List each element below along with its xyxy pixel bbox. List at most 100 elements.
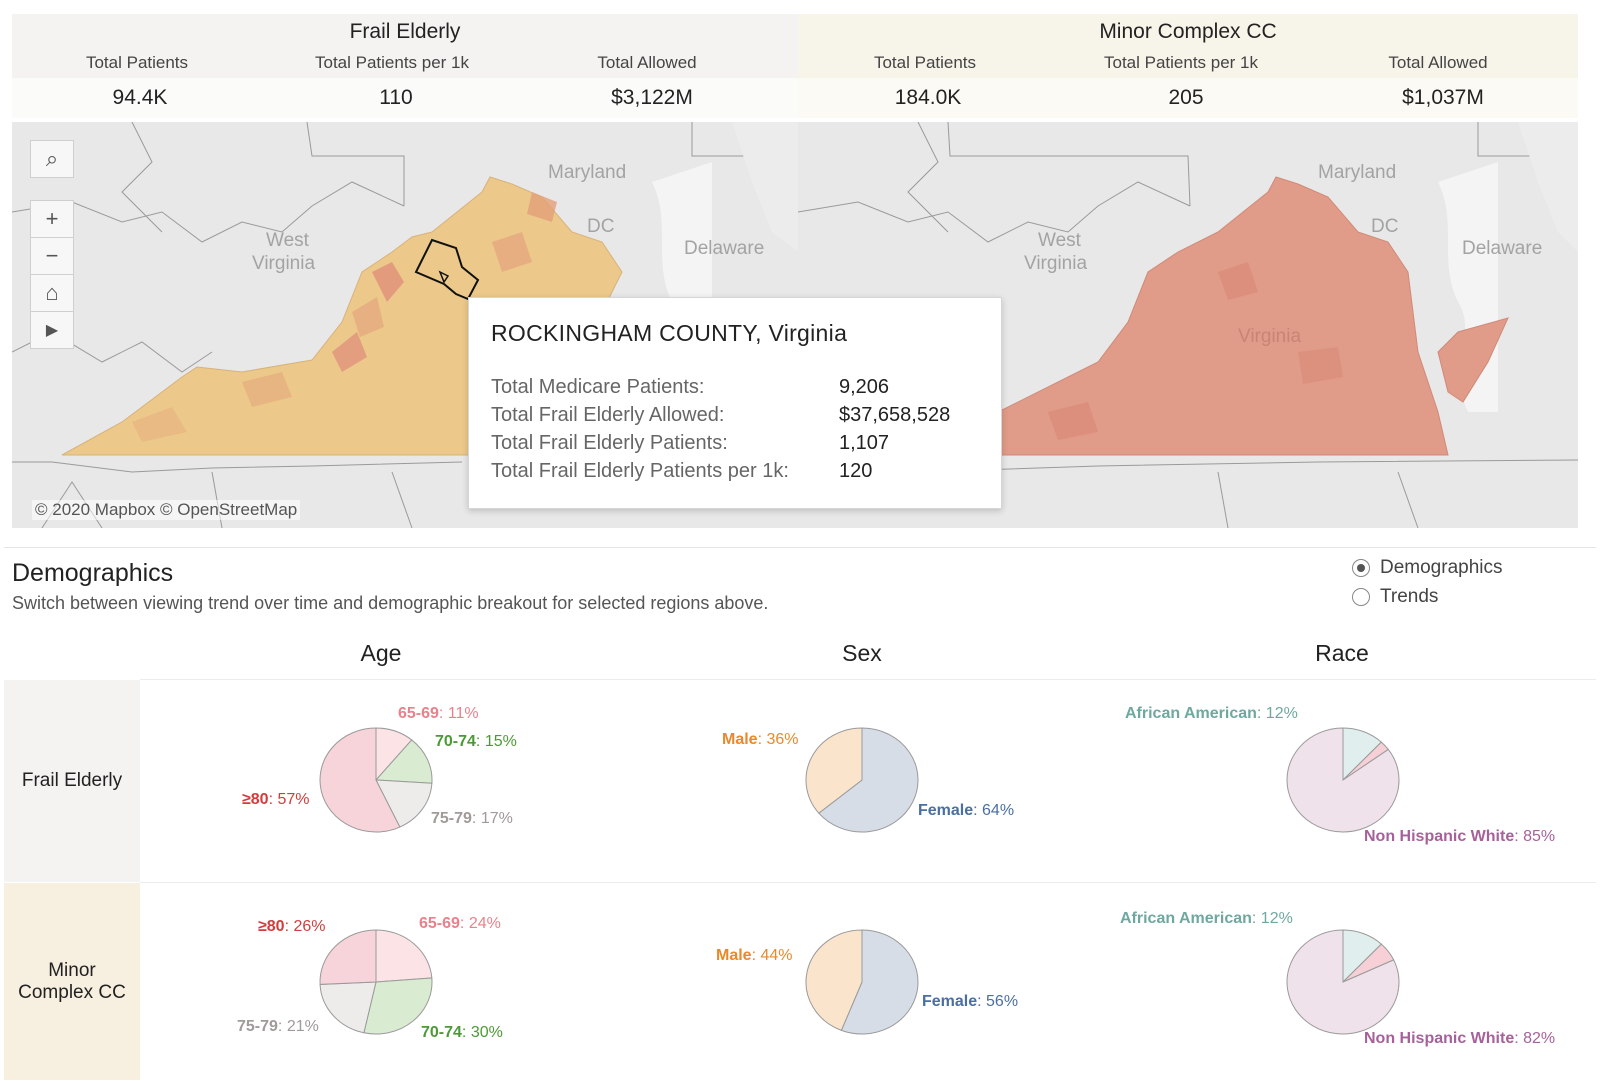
kpi-label-patients-per-1k: Total Patients per 1k [1103,53,1259,72]
kpi-value-total-allowed[interactable]: $3,122M [611,86,693,109]
tooltip-value: $37,658,528 [839,404,951,426]
search-icon: ⌕ [45,146,59,171]
pie-slice--80[interactable] [319,929,377,985]
pie-label: ≥80: 26% [258,918,326,935]
county-tooltip: ROCKINGHAM COUNTY, Virginia Total Medica… [468,297,1002,509]
pie-label: Male: 36% [722,731,799,748]
pie-label: 70-74: 15% [435,733,517,750]
map-label-west: West [266,230,309,251]
kpi-value-total-allowed[interactable]: $1,037M [1402,86,1484,109]
map-label-dc: DC [587,216,615,237]
zoom-in-button[interactable]: + [30,200,74,238]
pie-label-category: Male [722,731,758,748]
map-label-virginia-wv: Virginia [252,253,316,274]
tooltip-value: 120 [839,460,873,482]
map-search-button[interactable]: ⌕ [30,140,74,178]
map-attribution[interactable]: © 2020 Mapbox © OpenStreetMap [32,500,301,520]
kpi-value-total-patients[interactable]: 184.0K [894,86,962,109]
pie-slice-non-hispanic-white[interactable] [1286,929,1400,1035]
pie-slice-male[interactable] [805,727,863,814]
map-label-maryland: Maryland [1318,162,1397,183]
pie-label-category: African American [1120,910,1252,927]
pie-label-category: Non Hispanic White [1364,828,1515,845]
pie-label-category: 75-79 [237,1018,278,1035]
kpi-label-total-allowed: Total Allowed [1388,53,1488,72]
radio-demographics[interactable]: Demographics [1352,557,1503,579]
kpi-label-patients-per-1k: Total Patients per 1k [314,53,470,72]
kpi-label-total-patients: Total Patients [873,53,977,72]
home-icon: ⌂ [45,280,59,305]
row-divider [140,679,1596,680]
pie-label-category: Female [918,802,974,819]
tooltip-value: 9,206 [839,376,890,398]
kpi-title: Minor Complex CC [1099,20,1277,43]
pie-label-category: ≥80 [258,918,285,935]
kpi-panel-minor-complex-cc: Minor Complex CC Total Patients Total Pa… [798,14,1578,118]
pie-label: Male: 44% [716,947,793,964]
pie-slice-female[interactable] [840,929,919,1035]
pie-label-category: ≥80 [242,791,269,808]
demographics-subtitle: Switch between viewing trend over time a… [12,593,769,613]
kpi-value-row: 184.0K 205 $1,037M [798,78,1578,118]
minus-icon: − [45,243,59,268]
pie-slice-70-74[interactable] [374,739,433,784]
map-label-delaware: Delaware [684,238,765,259]
tooltip-label: Total Frail Elderly Patients per 1k: [491,460,789,482]
pie-label: 65-69: 24% [419,915,501,932]
row-header-frail-elderly: Frail Elderly [4,680,140,882]
radio-unselected-icon[interactable] [1352,588,1370,606]
kpi-value-patients-per-1k[interactable]: 205 [1168,86,1204,109]
kpi-value-row: 94.4K 110 $3,122M [12,78,798,118]
pie-race-frail-elderly[interactable] [1285,726,1401,834]
pie-age-frail-elderly[interactable] [318,726,434,834]
pie-label-category: African American [1125,705,1257,722]
pie-slice-75-79[interactable] [319,981,377,1034]
reset-view-button[interactable]: ⌂ [30,274,74,312]
radio-selected-icon[interactable] [1352,559,1370,577]
map-tools-expand-button[interactable]: ▶ [30,311,74,349]
zoom-out-button[interactable]: − [30,237,74,275]
pie-label-category: Female [922,993,978,1010]
pie-sex-frail-elderly[interactable] [804,726,920,834]
radio-label: Demographics [1380,557,1503,578]
pie-label: Non Hispanic White: 82% [1364,1030,1556,1047]
kpi-value-total-patients[interactable]: 94.4K [112,86,168,109]
pie-slice-female[interactable] [818,727,919,833]
pie-label: African American: 12% [1125,705,1298,722]
plus-icon: + [45,206,59,231]
pie-label-category: Male [716,947,752,964]
kpi-value-patients-per-1k[interactable]: 110 [379,86,413,109]
pie-slice--80[interactable] [319,727,401,833]
column-header-sex: Sex [842,640,882,666]
map-label-dc: DC [1371,216,1399,237]
pie-slice-non-hispanic-white[interactable] [1286,727,1400,833]
pie-label: 75-79: 21% [237,1018,319,1035]
pie-label-category: Non Hispanic White [1364,1030,1515,1047]
pie-age-minor-complex-cc[interactable] [318,928,434,1036]
tooltip-label: Total Medicare Patients: [491,376,705,398]
radio-label: Trends [1380,586,1439,607]
row-divider [140,882,1596,883]
pie-slice-male[interactable] [805,929,863,1031]
pie-slice-65-69[interactable] [375,929,433,983]
pie-label: ≥80: 57% [242,791,310,808]
map-label-west: West [1038,230,1081,251]
row-header-label: Frail Elderly [21,770,123,791]
pie-label: Non Hispanic White: 85% [1364,828,1556,845]
row-header-minor-complex-cc: Minor Complex CC [4,883,140,1080]
radio-trends[interactable]: Trends [1352,586,1438,608]
map-canvas[interactable] [798,122,1578,528]
pie-slice-70-74[interactable] [363,977,433,1035]
kpi-title: Frail Elderly [349,20,461,43]
map-label-virginia-wv: Virginia [1024,253,1088,274]
pie-race-minor-complex-cc[interactable] [1285,928,1401,1036]
demographics-panel [4,547,1596,1081]
pie-label: Female: 56% [922,993,1019,1010]
pie-label: Female: 64% [918,802,1015,819]
play-icon: ▶ [45,322,59,339]
column-header-race: Race [1315,640,1369,666]
pie-sex-minor-complex-cc[interactable] [804,928,920,1036]
pie-slice-75-79[interactable] [375,779,433,828]
pie-label-category: 70-74 [421,1024,462,1041]
pie-label: 65-69: 11% [398,705,479,722]
